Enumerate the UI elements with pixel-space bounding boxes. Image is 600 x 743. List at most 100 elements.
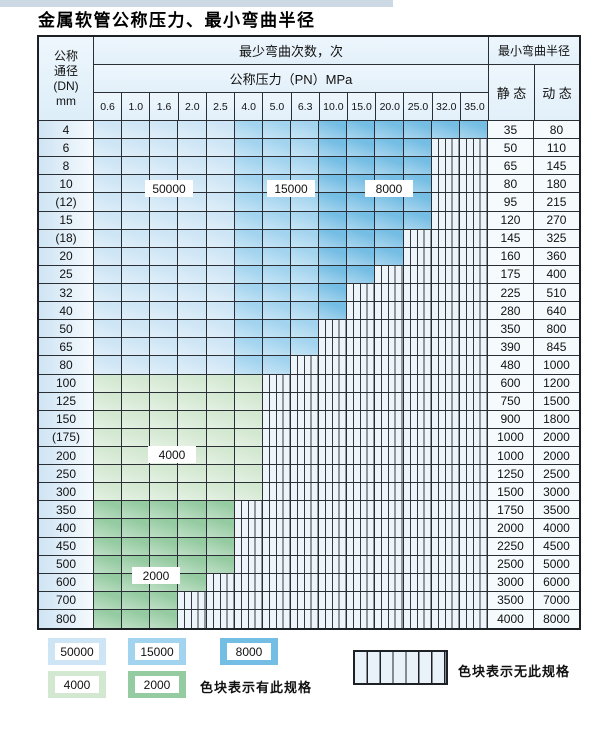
- spec-available-cell: [150, 193, 179, 212]
- static-radius-cell: 600: [487, 374, 534, 393]
- legend-swatch-4000: 4000: [48, 671, 106, 698]
- no-spec-cell: [403, 338, 432, 357]
- no-spec-cell: [290, 519, 320, 538]
- spec-available-cell: [290, 283, 320, 303]
- spec-available-cell: [262, 193, 291, 212]
- spec-available-cell: [122, 193, 151, 212]
- no-spec-cell: [375, 320, 404, 339]
- spec-available-cell: [206, 465, 235, 484]
- spec-available-cell: [178, 374, 207, 393]
- spec-available-cell: [319, 139, 348, 158]
- table-row: 20 160 360: [39, 247, 579, 266]
- header-pressure-values: 0.6 1.0 1.6 2.0 2.5 4.0 5.0 6.3 10.0 15.0 20.0 25.0…: [94, 93, 489, 121]
- static-radius-cell: 2250: [487, 537, 534, 556]
- spec-available-cell: [206, 338, 235, 357]
- no-spec-cell: [262, 410, 291, 429]
- spec-available-cell: [403, 157, 432, 176]
- no-spec-cell: [319, 519, 348, 538]
- spec-available-cell: [178, 428, 207, 447]
- pressure-col-header: 15.0: [347, 93, 377, 121]
- spec-available-cell: [206, 157, 235, 176]
- spec-available-cell: [319, 302, 348, 321]
- spec-available-cell: [150, 591, 179, 610]
- spec-available-cell: [290, 302, 320, 321]
- no-spec-cell: [319, 609, 348, 629]
- spec-available-cell: [122, 320, 151, 339]
- spec-available-cell: [94, 519, 123, 538]
- legend-swatch-label: 4000: [55, 676, 99, 693]
- header-static: 静 态: [489, 65, 535, 121]
- table-row: 150 900 1800: [39, 410, 579, 429]
- no-spec-cell: [319, 591, 348, 610]
- dn-cell: 8: [39, 157, 94, 176]
- no-spec-cell: [375, 338, 404, 357]
- spec-available-cell: [234, 302, 263, 321]
- no-spec-cell: [290, 483, 320, 502]
- spec-available-cell: [150, 320, 179, 339]
- spec-available-cell: [122, 465, 151, 484]
- spec-available-cell: [122, 302, 151, 321]
- spec-available-cell: [122, 446, 151, 466]
- no-spec-cell: [319, 573, 348, 592]
- dn-cell: 600: [39, 573, 94, 592]
- spec-available-cell: [262, 302, 291, 321]
- spec-available-cell: [94, 501, 123, 520]
- no-spec-cell: [431, 175, 460, 194]
- spec-available-cell: [206, 283, 235, 303]
- no-spec-cell: [459, 465, 488, 484]
- table-row: 50 350 800: [39, 320, 579, 339]
- spec-available-cell: [290, 265, 320, 284]
- spec-available-cell: [290, 320, 320, 339]
- no-spec-cell: [262, 537, 291, 556]
- no-spec-cell: [459, 591, 488, 610]
- no-spec-cell: [347, 320, 376, 339]
- no-spec-cell: [290, 501, 320, 520]
- spec-available-cell: [206, 193, 235, 212]
- no-spec-cell: [319, 537, 348, 556]
- dynamic-radius-cell: 4500: [533, 537, 579, 556]
- spec-available-cell: [234, 193, 263, 212]
- no-spec-cell: [262, 519, 291, 538]
- no-spec-cell: [459, 193, 488, 212]
- no-spec-cell: [403, 229, 432, 248]
- no-spec-cell: [347, 302, 376, 321]
- spec-available-cell: [319, 283, 348, 303]
- dn-cell: 25: [39, 265, 94, 284]
- dn-cell: 100: [39, 374, 94, 393]
- spec-available-cell: [178, 193, 207, 212]
- spec-available-cell: [206, 555, 235, 574]
- no-spec-cell: [431, 320, 460, 339]
- spec-available-cell: [347, 211, 376, 230]
- no-spec-cell: [459, 175, 488, 194]
- no-spec-cell: [403, 374, 432, 393]
- no-spec-cell: [319, 374, 348, 393]
- no-spec-cell: [319, 501, 348, 520]
- spec-available-cell: [150, 501, 179, 520]
- no-spec-cell: [459, 283, 488, 303]
- spec-available-cell: [94, 265, 123, 284]
- spec-available-cell: [234, 374, 263, 393]
- dn-cell: 150: [39, 410, 94, 429]
- pressure-col-header: 4.0: [235, 93, 264, 121]
- static-radius-cell: 2500: [487, 555, 534, 574]
- legend-no-spec-swatch: [353, 650, 448, 685]
- dynamic-radius-cell: 6000: [533, 573, 579, 592]
- spec-available-cell: [178, 501, 207, 520]
- spec-available-cell: [122, 247, 151, 266]
- no-spec-cell: [459, 374, 488, 393]
- no-spec-cell: [319, 555, 348, 574]
- spec-available-cell: [150, 537, 179, 556]
- spec-available-cell: [234, 265, 263, 284]
- table-row: 200 1000 2000: [39, 446, 579, 466]
- pressure-col-header: 2.0: [178, 93, 207, 121]
- no-spec-cell: [290, 356, 320, 375]
- no-spec-cell: [459, 157, 488, 176]
- spec-available-cell: [262, 356, 291, 375]
- no-spec-cell: [262, 609, 291, 629]
- spec-available-cell: [290, 157, 320, 176]
- no-spec-cell: [431, 465, 460, 484]
- spec-available-cell: [234, 392, 263, 411]
- spec-available-cell: [319, 229, 348, 248]
- spec-available-cell: [94, 139, 123, 158]
